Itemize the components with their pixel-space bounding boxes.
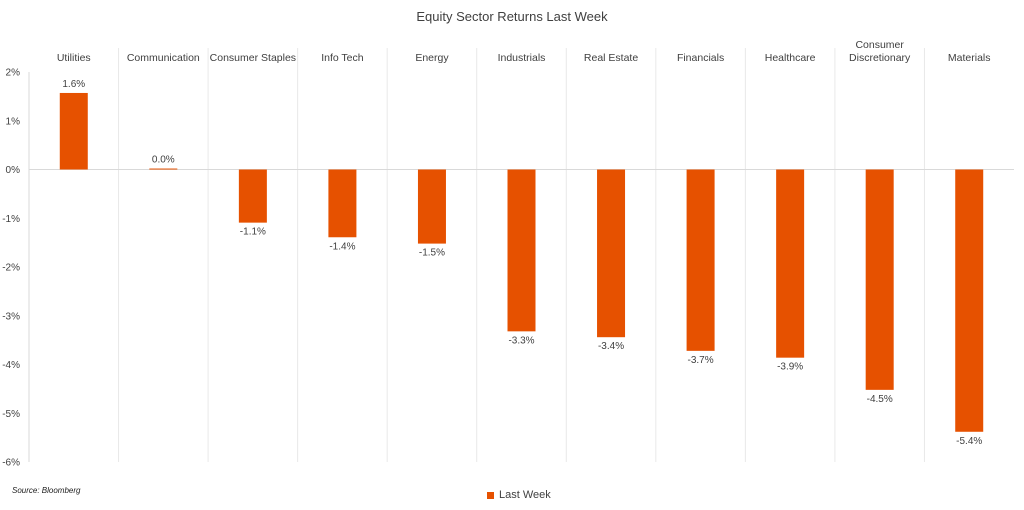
category-label: Industrials	[498, 52, 546, 64]
y-tick-label: -4%	[2, 360, 20, 371]
category-label: Materials	[948, 52, 991, 64]
bar	[507, 169, 536, 332]
bar	[776, 169, 805, 358]
category-label: Healthcare	[765, 52, 816, 64]
data-label: -3.4%	[598, 341, 624, 352]
bar	[955, 169, 984, 432]
y-tick-label: -5%	[2, 409, 20, 420]
data-label: -5.4%	[956, 436, 982, 447]
y-tick-label: 1%	[6, 116, 21, 127]
data-label: 0.0%	[152, 155, 175, 166]
data-label: -3.3%	[508, 335, 534, 346]
bar	[328, 169, 357, 238]
bar	[59, 92, 88, 170]
bar	[865, 169, 894, 390]
data-label: -1.4%	[329, 241, 355, 252]
bar	[238, 169, 267, 223]
y-tick-label: 0%	[6, 165, 21, 176]
y-tick-label: -6%	[2, 458, 20, 469]
category-label: Consumer Staples	[210, 52, 296, 64]
y-tick-label: -3%	[2, 311, 20, 322]
legend-label: Last Week	[499, 489, 551, 501]
data-label: -3.7%	[688, 355, 714, 366]
data-label: 1.6%	[62, 79, 85, 90]
category-label: Financials	[677, 52, 724, 64]
source-note: Source: Bloomberg	[12, 486, 81, 495]
bar	[597, 169, 626, 338]
y-tick-label: 2%	[6, 68, 21, 79]
bar-chart: 2% 1% 0% -1% -2% -3% -4% -5% -6% Utilities 1.6% Com…	[2, 39, 1014, 469]
legend-swatch	[487, 491, 494, 499]
legend: Last Week	[487, 489, 551, 501]
data-label: -1.1%	[240, 227, 266, 238]
y-tick-label: -1%	[2, 214, 20, 225]
bar	[417, 169, 446, 244]
category-label: Info Tech	[321, 52, 364, 64]
data-label: -4.5%	[867, 394, 893, 405]
data-label: -1.5%	[419, 248, 445, 259]
category-label: Real Estate	[584, 52, 638, 64]
category-label: Consumer Discretionary	[849, 39, 911, 64]
category-label: Utilities	[57, 52, 91, 64]
bar	[686, 169, 715, 351]
data-label: -3.9%	[777, 362, 803, 373]
category-label: Communication	[127, 52, 200, 64]
bar	[149, 168, 178, 170]
category-label: Energy	[415, 52, 449, 64]
chart-title: Equity Sector Returns Last Week	[416, 9, 608, 24]
y-tick-label: -2%	[2, 263, 20, 274]
